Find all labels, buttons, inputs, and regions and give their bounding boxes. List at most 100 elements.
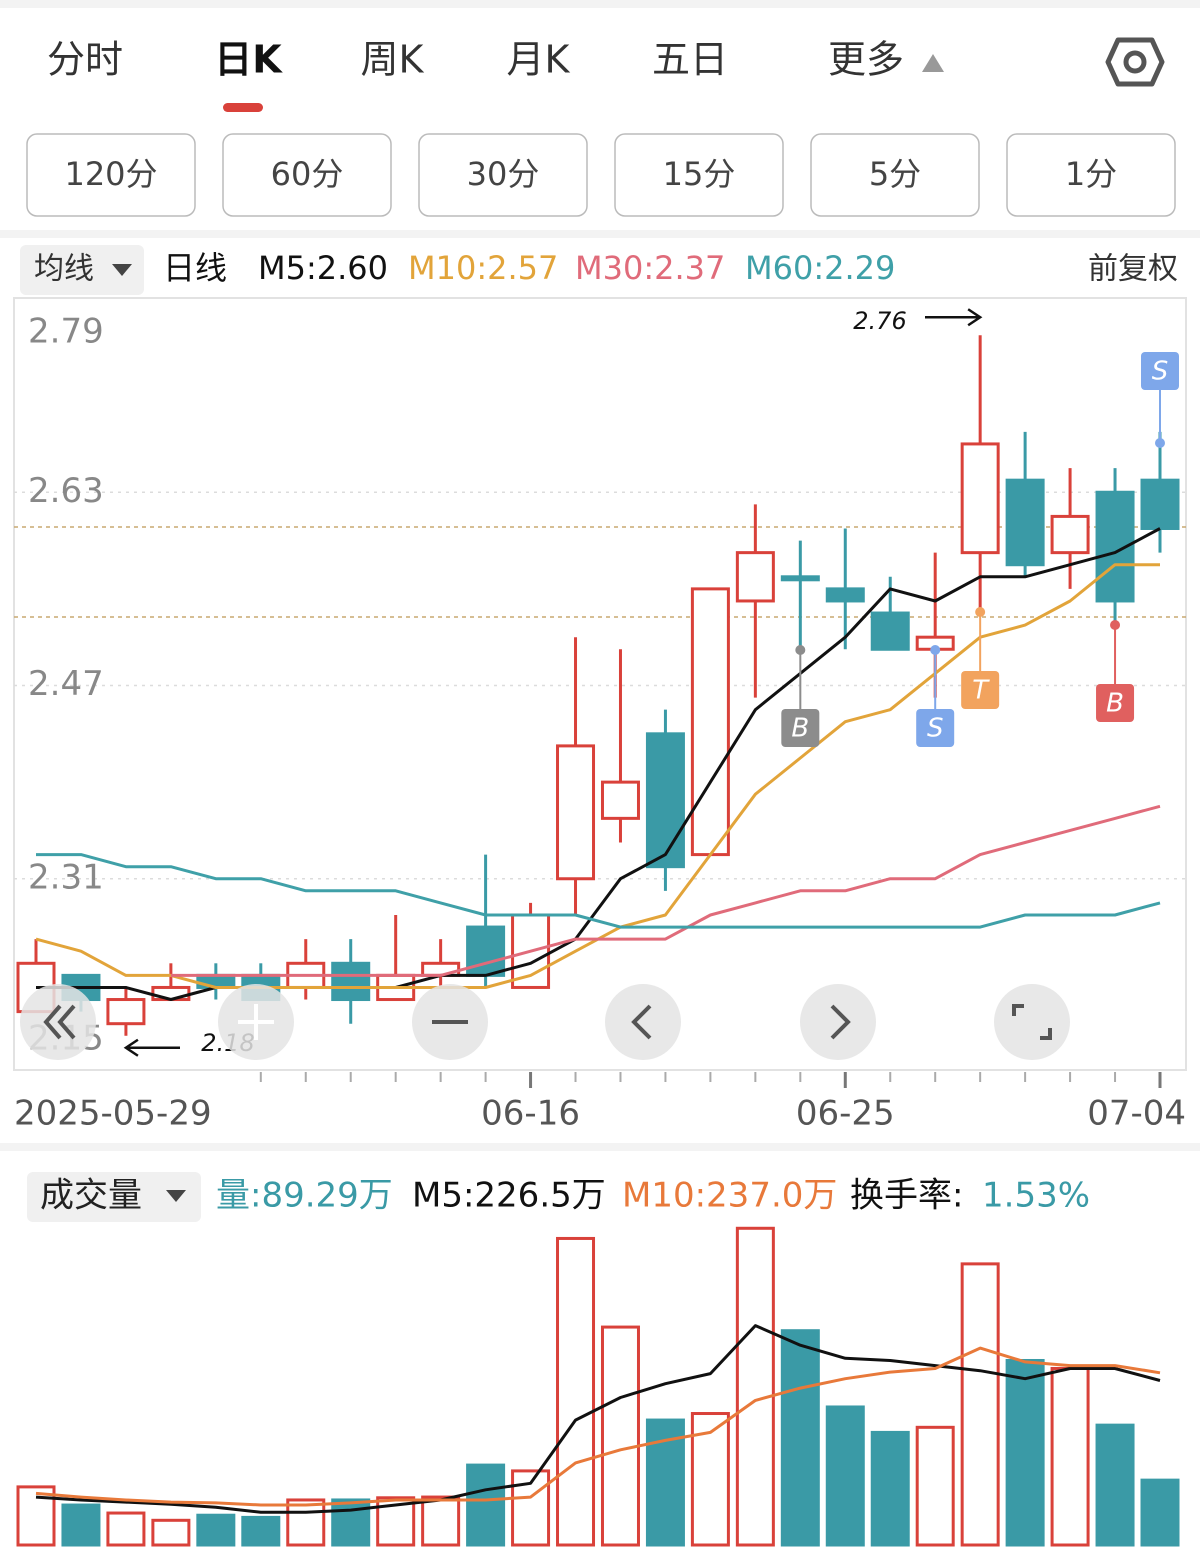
signal-label: B [791, 714, 809, 744]
volume-legend: M5:226.5万 [412, 1176, 606, 1216]
signal-dot [795, 645, 806, 655]
volume-bar [106, 1511, 146, 1547]
interval-button[interactable] [222, 133, 392, 217]
prev-icon [631, 1004, 652, 1040]
volume-bar [421, 1495, 461, 1547]
volume-bar [780, 1329, 820, 1547]
signal-badge [1096, 684, 1135, 722]
y-tick-label: 2.79 [28, 312, 104, 352]
x-tick-label: 06-25 [796, 1094, 895, 1134]
next-button[interactable] [800, 984, 876, 1060]
interval-button[interactable] [810, 133, 980, 217]
candle-body [600, 780, 640, 820]
signal-badge [916, 709, 955, 747]
high-label: 2.76 [853, 307, 906, 335]
zoom-in-icon [238, 1004, 274, 1040]
interval-button[interactable] [1006, 133, 1176, 217]
dropdown-arrow [166, 1190, 186, 1202]
interval-label: 5分 [869, 155, 921, 193]
volume-bar [556, 1236, 596, 1547]
tab[interactable]: 月K [507, 38, 571, 82]
y-tick-label: 2.31 [28, 857, 104, 897]
ma-legend: M60:2.29 [745, 249, 895, 287]
volume-bar [61, 1503, 101, 1547]
ma-dropdown[interactable] [20, 245, 144, 295]
volume-bar [151, 1518, 191, 1547]
volume-bar [960, 1262, 1000, 1547]
fullscreen-icon [1012, 1004, 1052, 1040]
candle-body [1005, 478, 1045, 567]
interval-label: 30分 [467, 155, 540, 193]
signal-badge [961, 671, 1000, 709]
ma-legend: M30:2.37 [575, 249, 725, 287]
ma-type: 均线 [34, 252, 94, 287]
ma-legend: M10:2.57 [408, 249, 558, 287]
volume-legend: 换手率: [850, 1176, 963, 1216]
ma-line [170, 804, 1161, 977]
candle-body [690, 587, 730, 857]
separator [0, 230, 1200, 238]
signal-dot [975, 607, 986, 617]
settings-icon[interactable] [1105, 37, 1165, 87]
interval-label: 120分 [64, 155, 157, 193]
signal-badge [781, 709, 820, 747]
low-arrow [123, 1038, 180, 1057]
status-strip [0, 0, 1200, 8]
signal-dot [1110, 620, 1121, 630]
volume-bar [735, 1226, 775, 1547]
x-tick-label: 07-04 [1087, 1094, 1186, 1134]
volume-legend: 量:89.29万 [216, 1176, 393, 1216]
candle-body [151, 985, 191, 1002]
chart-controls [20, 984, 1070, 1060]
interval-button[interactable] [418, 133, 588, 217]
ma-legend: M5:2.60 [258, 249, 388, 287]
high-arrow [925, 308, 983, 327]
x-tick-label: 06-16 [481, 1094, 580, 1134]
rewind-icon [43, 1004, 76, 1040]
separator [0, 1143, 1200, 1151]
fullscreen-button[interactable] [994, 984, 1070, 1060]
tab[interactable]: 更多 [828, 38, 904, 82]
signal-label: B [1106, 689, 1124, 719]
volume-bar [241, 1515, 281, 1547]
ma-line [36, 527, 1161, 1001]
candle-body [421, 961, 461, 977]
tab[interactable]: 分时 [47, 38, 123, 82]
interval-label: 60分 [271, 155, 344, 193]
interval-button[interactable] [614, 133, 784, 217]
signal-dot [1155, 438, 1165, 448]
candle-body [556, 744, 596, 881]
volume-bar [915, 1425, 955, 1547]
volume-bar [286, 1498, 326, 1547]
signal-label: S [1152, 357, 1169, 387]
next-icon [830, 1004, 851, 1040]
signal-label: S [927, 714, 944, 744]
interval-button[interactable] [26, 133, 196, 217]
signal-badge [1141, 352, 1179, 390]
volume-ma-line [35, 1324, 1161, 1514]
tab[interactable]: 五日 [652, 38, 728, 82]
chart-frame [13, 297, 1187, 1071]
tab[interactable]: 日K [214, 38, 283, 82]
volume-bar [870, 1430, 910, 1547]
candle-body [1140, 478, 1180, 530]
signal-label: T [972, 676, 990, 706]
volume-bar [1050, 1366, 1090, 1547]
volume-ma-line [35, 1346, 1161, 1507]
volume-dropdown[interactable] [27, 1172, 201, 1222]
candle-body [825, 587, 865, 603]
candle-body [106, 998, 146, 1026]
prev-button[interactable] [605, 984, 681, 1060]
candle-body [780, 575, 820, 582]
signal-dot [930, 645, 941, 655]
y-tick-label: 2.63 [28, 471, 104, 511]
period: 日线 [163, 249, 227, 287]
candle-body [331, 961, 371, 1002]
volume-bar [1005, 1358, 1045, 1547]
adjust-mode: 前复权 [1088, 252, 1178, 287]
volume-bar [331, 1498, 371, 1547]
tab[interactable]: 周K [361, 38, 425, 82]
x-tick-label: 2025-05-29 [14, 1094, 212, 1134]
ma-line [36, 853, 1161, 929]
